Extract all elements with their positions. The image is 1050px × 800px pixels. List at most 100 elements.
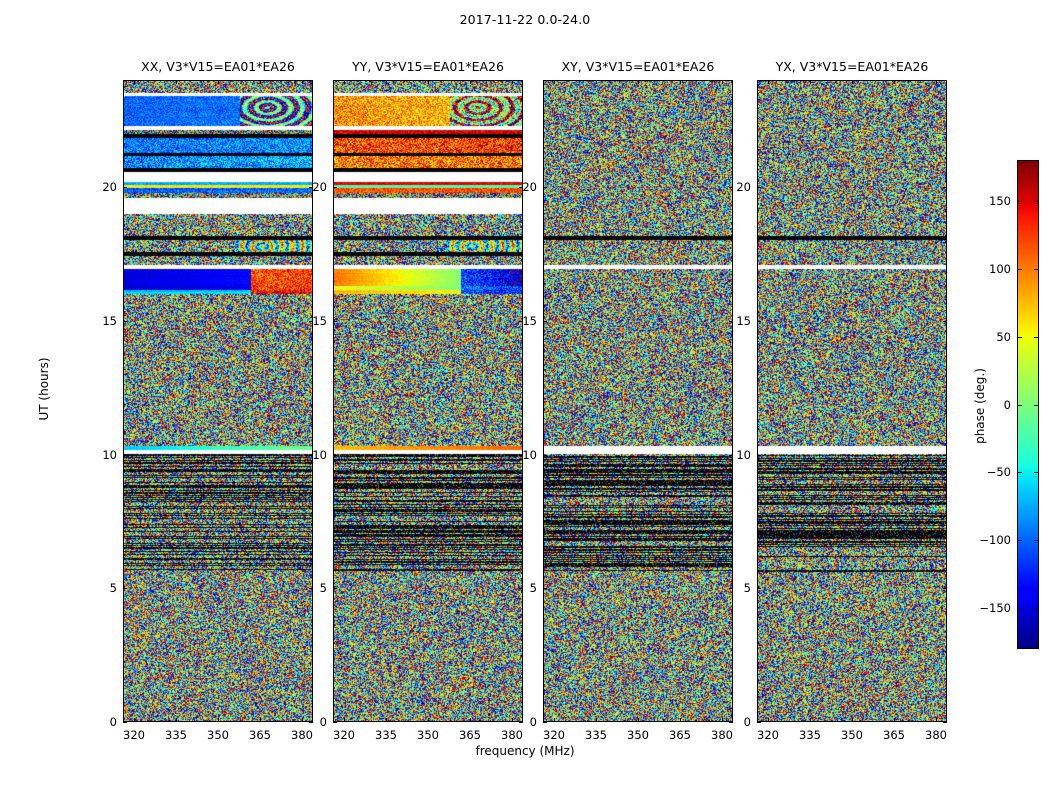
x-tick-mark [470,718,471,722]
x-tick-mark [768,80,769,84]
y-tick-mark [123,455,127,456]
x-tick-label: 335 [375,728,397,742]
y-tick-mark [519,187,523,188]
heatmap-image-xy [544,81,732,721]
y-tick-label: 0 [743,715,751,729]
y-tick-mark [757,722,761,723]
y-tick-mark [333,588,337,589]
x-tick-label: 380 [711,728,733,742]
heatmap-panel-yx[interactable] [757,80,947,722]
colorbar-tick-mark [1018,472,1022,473]
x-tick-mark [302,80,303,84]
x-tick-label: 365 [883,728,905,742]
y-tick-mark [757,588,761,589]
y-tick-mark [123,321,127,322]
x-tick-label: 350 [417,728,439,742]
heatmap-panel-xx[interactable] [123,80,313,722]
colorbar-tick-mark [1034,337,1038,338]
x-tick-label: 320 [333,728,355,742]
y-tick-mark [123,187,127,188]
y-tick-mark [757,187,761,188]
y-tick-mark [543,722,547,723]
colorbar[interactable] [1017,160,1039,649]
y-tick-label: 15 [736,314,751,328]
colorbar-tick-label: −50 [986,465,1011,479]
x-tick-mark [894,718,895,722]
x-tick-mark [810,80,811,84]
x-tick-mark [134,718,135,722]
x-tick-mark [894,80,895,84]
colorbar-tick-label: 50 [996,330,1011,344]
panel-title-xy: XY, V3*V15=EA01*EA26 [561,59,715,74]
y-tick-mark [729,455,733,456]
x-tick-mark [302,718,303,722]
x-tick-mark [260,718,261,722]
x-tick-label: 335 [165,728,187,742]
x-tick-label: 380 [925,728,947,742]
colorbar-tick-mark [1018,405,1022,406]
y-tick-label: 10 [522,448,537,462]
y-tick-label: 20 [736,180,751,194]
x-tick-mark [810,718,811,722]
x-tick-label: 365 [669,728,691,742]
heatmap-image-yx [758,81,946,721]
y-tick-mark [333,455,337,456]
heatmap-image-yy [334,81,522,721]
x-tick-mark [852,80,853,84]
y-tick-mark [729,187,733,188]
panel-title-yy: YY, V3*V15=EA01*EA26 [352,59,504,74]
y-tick-label: 10 [312,448,327,462]
x-tick-label: 350 [627,728,649,742]
y-tick-mark [543,455,547,456]
y-tick-mark [943,321,947,322]
x-tick-label: 320 [123,728,145,742]
colorbar-tick-mark [1018,337,1022,338]
heatmap-panel-yy[interactable] [333,80,523,722]
x-tick-mark [386,80,387,84]
y-tick-mark [333,187,337,188]
x-tick-label: 365 [459,728,481,742]
x-tick-mark [722,80,723,84]
x-tick-label: 365 [249,728,271,742]
y-tick-mark [123,588,127,589]
y-tick-mark [333,321,337,322]
y-tick-mark [729,722,733,723]
x-tick-mark [638,80,639,84]
x-tick-mark [512,718,513,722]
y-tick-mark [757,455,761,456]
y-tick-mark [519,321,523,322]
x-tick-mark [936,718,937,722]
y-tick-mark [519,588,523,589]
heatmap-panel-xy[interactable] [543,80,733,722]
x-tick-mark [260,80,261,84]
y-tick-mark [543,321,547,322]
figure-suptitle: 2017-11-22 0.0-24.0 [459,12,591,27]
y-tick-label: 0 [109,715,117,729]
y-tick-mark [943,455,947,456]
y-tick-mark [519,722,523,723]
y-tick-mark [309,321,313,322]
x-tick-mark [768,718,769,722]
y-tick-label: 0 [529,715,537,729]
colorbar-tick-label: 0 [1003,398,1011,412]
y-tick-mark [729,588,733,589]
x-tick-label: 350 [207,728,229,742]
y-tick-mark [309,722,313,723]
x-tick-label: 320 [757,728,779,742]
x-tick-mark [176,718,177,722]
x-tick-mark [936,80,937,84]
y-tick-label: 20 [312,180,327,194]
y-tick-mark [943,722,947,723]
x-tick-mark [554,80,555,84]
y-tick-label: 5 [109,581,117,595]
colorbar-tick-mark [1034,269,1038,270]
colorbar-tick-mark [1018,540,1022,541]
x-tick-mark [512,80,513,84]
colorbar-tick-mark [1034,608,1038,609]
y-axis-label: UT (hours) [37,357,51,421]
x-tick-mark [386,718,387,722]
y-tick-label: 10 [102,448,117,462]
y-tick-label: 20 [522,180,537,194]
y-tick-label: 15 [312,314,327,328]
